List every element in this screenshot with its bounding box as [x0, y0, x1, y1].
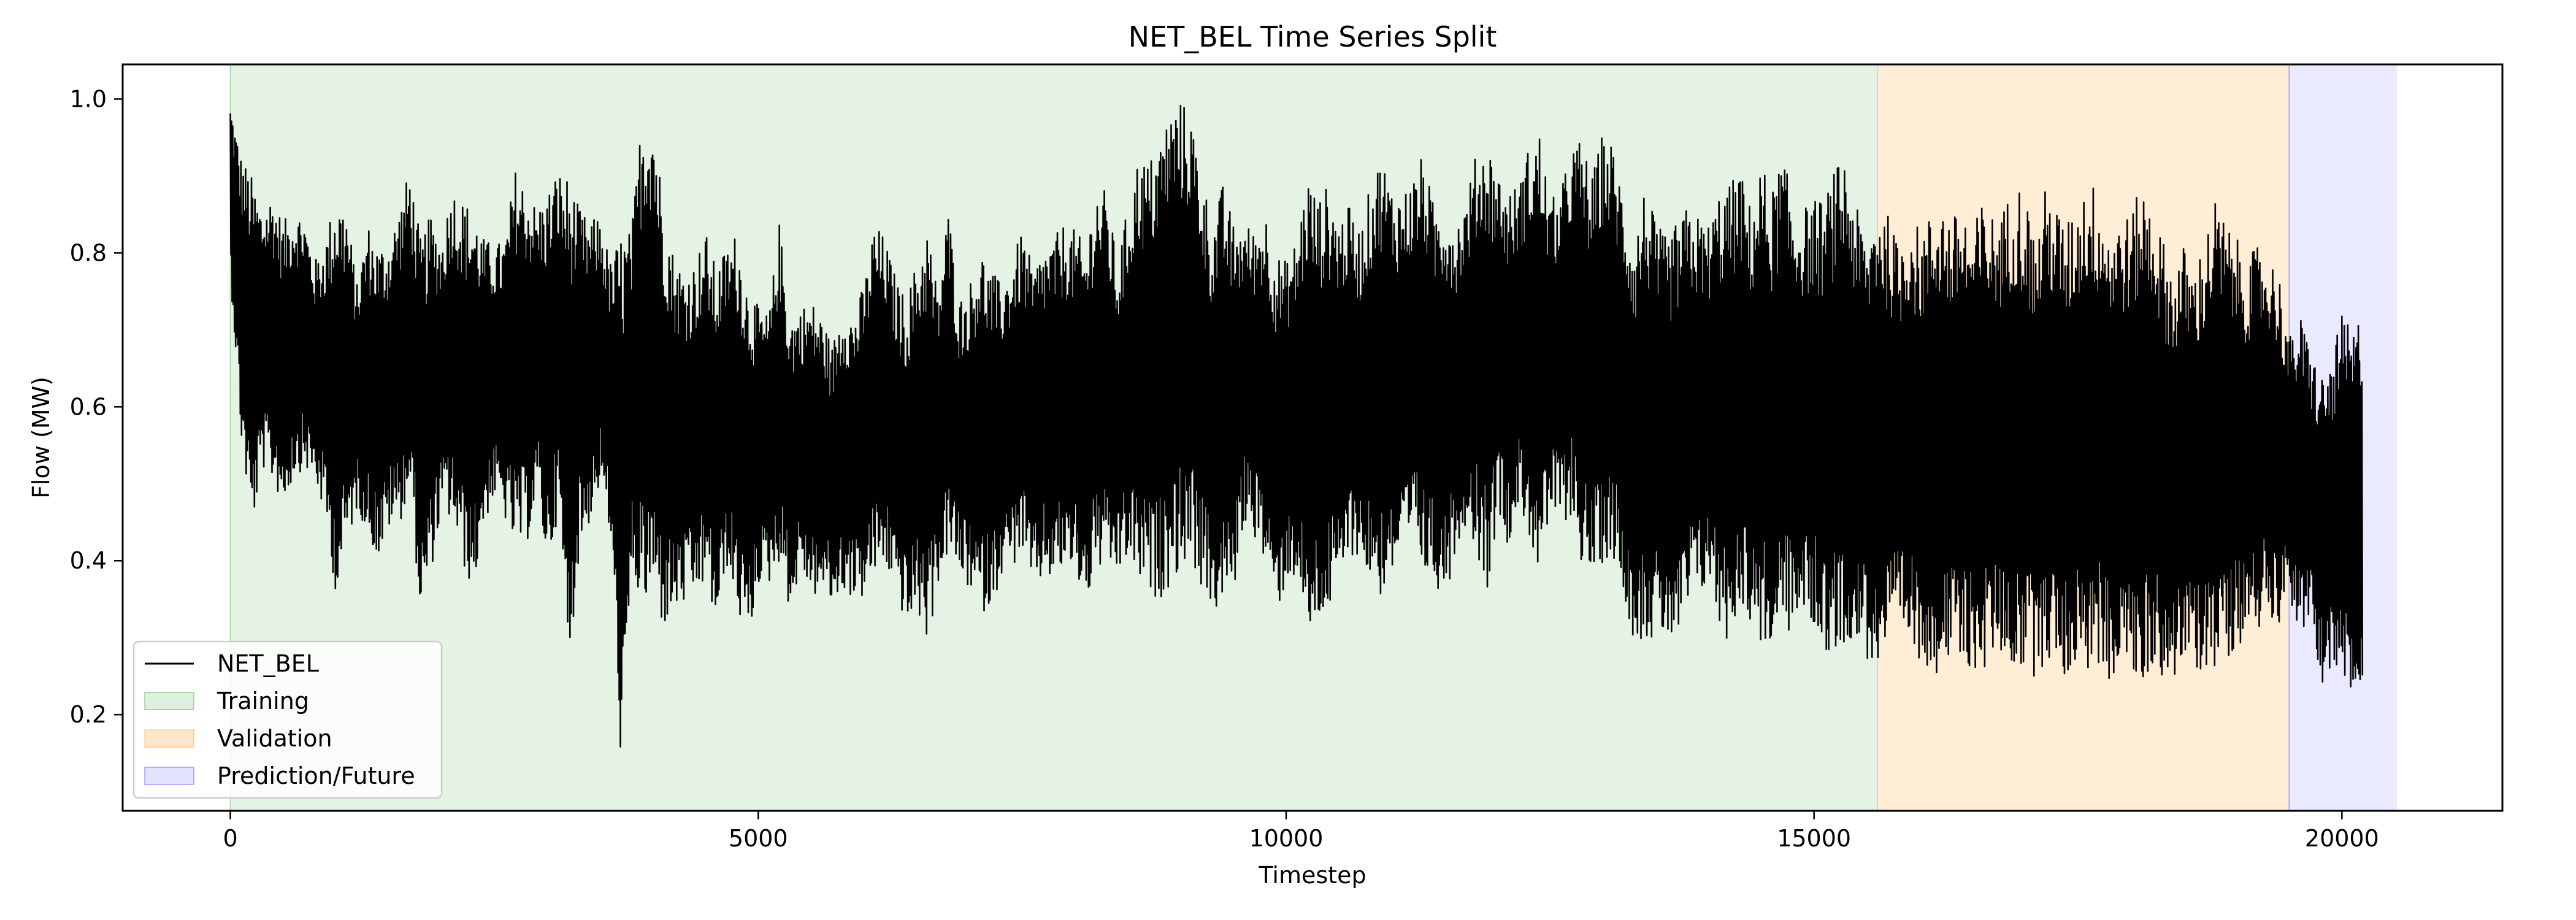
legend-patch-swatch	[144, 729, 194, 748]
legend-box	[132, 640, 443, 799]
legend: NET_BEL Training Validation Prediction/Futu…	[132, 640, 443, 799]
legend-entry: Validation	[144, 725, 332, 752]
legend-patch-swatch	[144, 692, 194, 710]
axes-frame	[121, 63, 2504, 812]
x-axis: 0 5000 10000 15000 20000	[223, 811, 2379, 852]
x-tick-label: 15000	[1777, 825, 1851, 852]
y-axis: 0.2 0.4 0.6 0.8 1.0	[70, 85, 123, 728]
y-tick-label: 0.8	[70, 239, 107, 266]
legend-label: Prediction/Future	[217, 762, 415, 789]
x-tick-label: 5000	[729, 825, 788, 852]
x-tick-label: 10000	[1249, 825, 1324, 852]
legend-patch-swatch	[144, 767, 194, 785]
legend-entry: NET_BEL	[145, 650, 319, 677]
legend-label: Training	[217, 688, 309, 715]
x-tick-label: 20000	[2305, 825, 2379, 852]
x-tick-label: 0	[223, 825, 237, 852]
y-tick-label: 0.6	[70, 393, 107, 420]
y-axis-label: Flow (MW)	[28, 377, 55, 499]
y-tick-label: 0.4	[70, 547, 107, 574]
legend-entry: Training	[144, 688, 309, 715]
y-tick-label: 1.0	[70, 85, 107, 112]
legend-entry: Prediction/Future	[144, 762, 415, 789]
series-layer	[229, 105, 2364, 748]
y-tick-label: 0.2	[70, 701, 107, 728]
series-line-net-bel	[229, 105, 2364, 748]
legend-label: Validation	[217, 725, 332, 752]
x-axis-label: Timestep	[1258, 862, 1366, 889]
chart-title: NET_BEL Time Series Split	[1129, 20, 1497, 53]
legend-label: NET_BEL	[217, 650, 319, 677]
